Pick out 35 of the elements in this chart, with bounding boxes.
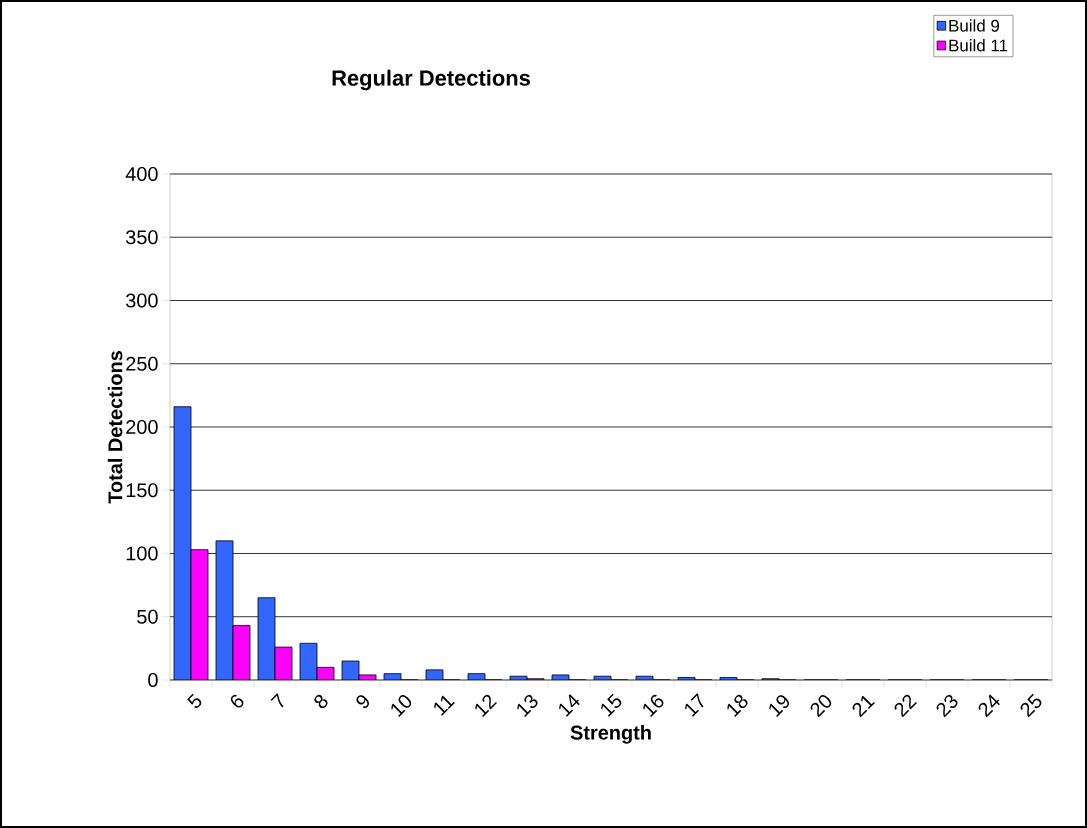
y-axis-title: Total Detections bbox=[107, 351, 123, 504]
x-tick-label: 22 bbox=[894, 694, 917, 718]
x-tick-label: 19 bbox=[769, 695, 789, 717]
x-tick-label: 20 bbox=[810, 695, 832, 718]
x-tick-label: 13 bbox=[517, 694, 538, 717]
x-tick-label: 7 bbox=[270, 693, 284, 708]
x-tick-label: 14 bbox=[559, 694, 580, 717]
x-tick-label: 11 bbox=[434, 695, 455, 716]
chart-title: Regular Detections bbox=[332, 69, 530, 91]
legend-label: Build 11 bbox=[949, 39, 1008, 52]
y-tick-label: 300 bbox=[126, 293, 158, 308]
x-tick-label: 6 bbox=[230, 694, 244, 708]
x-tick-label: 15 bbox=[601, 693, 622, 717]
y-tick-label: 400 bbox=[125, 166, 158, 182]
y-tick-label: 200 bbox=[126, 419, 158, 435]
x-tick-label: 18 bbox=[727, 694, 748, 717]
x-tick-label: 5 bbox=[187, 693, 202, 709]
x-tick-label: 24 bbox=[978, 694, 1000, 718]
y-tick-label: 150 bbox=[126, 483, 158, 498]
x-tick-label: 25 bbox=[1020, 693, 1042, 718]
y-tick-label: 0 bbox=[148, 672, 158, 688]
x-tick-label: 23 bbox=[936, 694, 958, 718]
x-tick-label: 17 bbox=[685, 693, 704, 717]
x-axis-title: Strength bbox=[570, 725, 651, 744]
legend-label: Build 9 bbox=[949, 19, 1000, 32]
y-tick-label: 350 bbox=[126, 230, 158, 245]
x-tick-label: 16 bbox=[643, 694, 664, 717]
x-tick-label: 21 bbox=[852, 695, 875, 718]
x-tick-label: 9 bbox=[356, 695, 369, 709]
y-tick-label: 100 bbox=[126, 546, 158, 561]
y-tick-label: 50 bbox=[137, 609, 158, 624]
x-tick-label: 8 bbox=[314, 694, 328, 709]
x-tick-label: 12 bbox=[475, 694, 497, 717]
x-tick-label: 10 bbox=[391, 695, 412, 717]
y-tick-label: 250 bbox=[126, 356, 158, 371]
